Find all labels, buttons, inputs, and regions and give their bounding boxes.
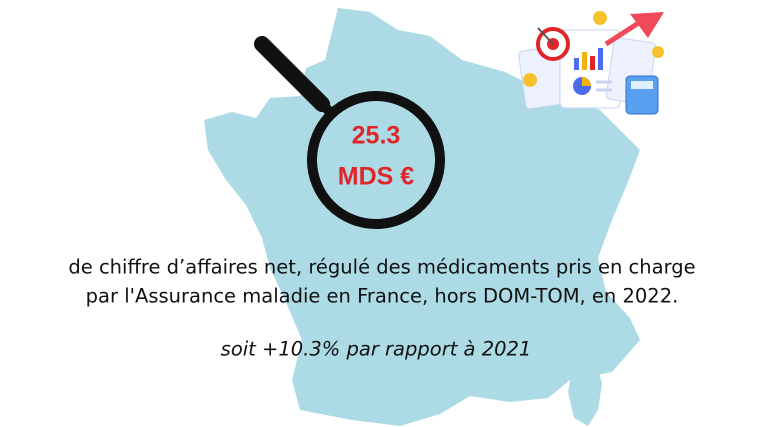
magnifier-lens [307, 91, 445, 229]
magnifier-handle [254, 36, 330, 112]
headline-unit: MDS € [338, 163, 415, 191]
description-line: de chiffre d’affaires net, régulé des mé… [68, 256, 695, 279]
headline-value: 25.3 [352, 122, 401, 150]
corsica [568, 352, 602, 426]
description-line: par l'Assurance maladie en France, hors … [86, 285, 679, 308]
france-map [204, 8, 640, 426]
finance-icon [518, 11, 664, 115]
comparison-note: soit +10.3% par rapport à 2021 [221, 338, 532, 361]
